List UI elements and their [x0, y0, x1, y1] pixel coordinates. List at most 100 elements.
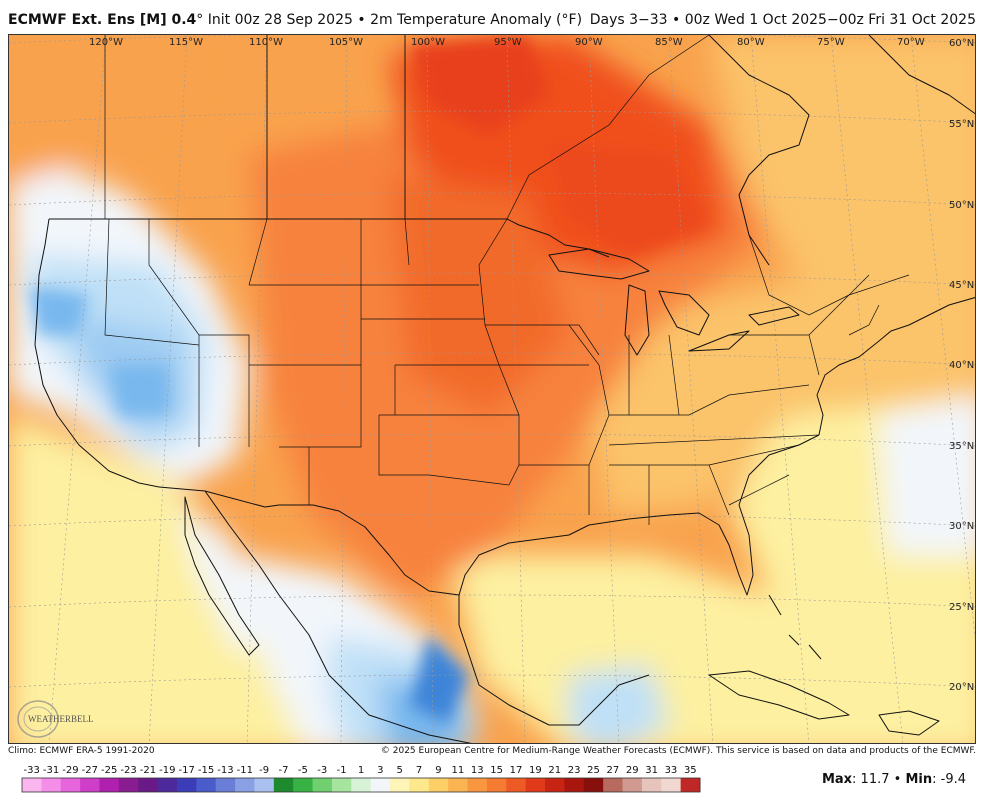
lake-superior	[548, 248, 650, 280]
legend-label: -5	[298, 765, 308, 776]
legend-swatch	[293, 778, 314, 792]
legend-label: -27	[82, 765, 98, 776]
atlantic-coast	[816, 297, 975, 436]
legend-swatch	[680, 778, 701, 792]
legend-label: -15	[198, 765, 214, 776]
lat-label: 20°N	[949, 682, 974, 693]
map-header: ECMWF Ext. Ens [M] 0.4° Init 00z 28 Sep …	[0, 0, 984, 34]
legend-swatch	[467, 778, 488, 792]
legend-label: -31	[43, 765, 59, 776]
lon-label: 115°W	[169, 37, 203, 48]
legend-label: 19	[529, 765, 542, 776]
legend-swatch	[390, 778, 410, 792]
lat-label: 40°N	[949, 360, 974, 371]
lon-label: 85°W	[655, 37, 683, 48]
init-info: Init 00z 28 Sep 2025 • 2m Temperature An…	[203, 12, 583, 28]
legend-label: 35	[684, 765, 697, 776]
legend-swatch	[641, 778, 662, 792]
max-min-stats: Max: 11.7 • Min: -9.4	[822, 772, 966, 787]
legend-label: 9	[435, 765, 441, 776]
legend-swatch	[448, 778, 469, 792]
legend-swatch	[661, 778, 682, 792]
lat-label: 25°N	[949, 602, 974, 613]
legend-swatch	[254, 778, 275, 792]
bahamas	[768, 594, 822, 660]
valid-period: Days 3−33 • 00z Wed 1 Oct 2025−00z Fri 3…	[589, 12, 976, 28]
legend-swatch	[545, 778, 565, 792]
lat-label: 60°N	[949, 38, 974, 49]
copyright-note: © 2025 European Centre for Medium-Range …	[380, 746, 976, 756]
lat-lon-grid	[9, 35, 975, 743]
legend-label: 13	[471, 765, 484, 776]
hudson-bay-coast	[708, 35, 810, 266]
legend-label: -11	[237, 765, 253, 776]
lon-label: 105°W	[329, 37, 363, 48]
legend-label: -33	[24, 765, 40, 776]
legend-swatch	[525, 778, 546, 792]
min-label: Min	[905, 772, 933, 787]
baja-california	[184, 496, 260, 656]
legend-label: 25	[587, 765, 600, 776]
model-name: ECMWF Ext. Ens [M] 0.4	[8, 12, 197, 28]
cuba	[708, 670, 850, 720]
province-lines	[104, 35, 910, 316]
lon-label: 100°W	[411, 37, 445, 48]
legend-swatch	[428, 778, 449, 792]
legend-swatch	[351, 778, 372, 792]
legend-border	[21, 777, 701, 793]
legend-label: -9	[259, 765, 269, 776]
legend-swatch	[506, 778, 527, 792]
legend-swatch	[409, 778, 430, 792]
legend-label: -25	[101, 765, 117, 776]
hispaniola	[878, 710, 940, 736]
legend-label: 1	[358, 765, 364, 776]
legend-swatch	[118, 778, 139, 792]
weatherbell-logo: WEATHERBELL	[17, 700, 94, 738]
anomaly-map: 120°W 115°W 110°W 105°W 100°W 95°W 90°W …	[9, 35, 975, 743]
lon-label: 90°W	[575, 37, 603, 48]
legend-label: -3	[317, 765, 327, 776]
mexico-gulf-coast	[458, 595, 650, 726]
lat-label: 35°N	[949, 441, 974, 452]
legend-swatch	[22, 778, 42, 792]
legend-label: -19	[159, 765, 175, 776]
anomaly-shading	[9, 35, 975, 743]
legend-label: 29	[626, 765, 639, 776]
lat-label: 50°N	[949, 200, 974, 211]
labrador-coast	[868, 35, 975, 115]
pacific-coast	[34, 218, 160, 488]
lon-label: 120°W	[89, 37, 123, 48]
us-mexico-border	[158, 486, 460, 596]
legend-label: 5	[397, 765, 403, 776]
legend-swatch	[331, 778, 352, 792]
degree-mark: °	[196, 12, 204, 28]
legend-label: 23	[568, 765, 581, 776]
legend-swatch	[486, 778, 507, 792]
legend-label: 17	[510, 765, 523, 776]
legend-label: 31	[645, 765, 658, 776]
lon-label: 80°W	[737, 37, 765, 48]
boundaries	[34, 35, 975, 743]
lat-label: 30°N	[949, 521, 974, 532]
lat-label: 45°N	[949, 280, 974, 291]
legend-label: 3	[377, 765, 383, 776]
legend-label: 21	[548, 765, 561, 776]
legend-label: -21	[140, 765, 156, 776]
logo-text: WEATHERBELL	[28, 714, 94, 724]
legend-swatch	[603, 778, 624, 792]
legend-swatch	[583, 778, 604, 792]
color-legend: -33 -31 -29 -27 -25 -23 -21 -19 -17 -15 -13 -11 -9 -7…	[21, 765, 701, 793]
legend-swatch	[41, 778, 62, 792]
lon-label: 110°W	[249, 37, 283, 48]
gulf-coast	[458, 434, 820, 596]
legend-swatch	[176, 778, 197, 792]
legend-swatch	[80, 778, 100, 792]
legend-swatch	[564, 778, 585, 792]
max-value: : 11.7	[852, 772, 890, 787]
legend-label: 11	[451, 765, 464, 776]
legend-swatch	[157, 778, 178, 792]
legend-swatch	[99, 778, 120, 792]
legend-swatch	[370, 778, 391, 792]
legend-swatch	[60, 778, 81, 792]
us-canada-border	[49, 218, 610, 258]
